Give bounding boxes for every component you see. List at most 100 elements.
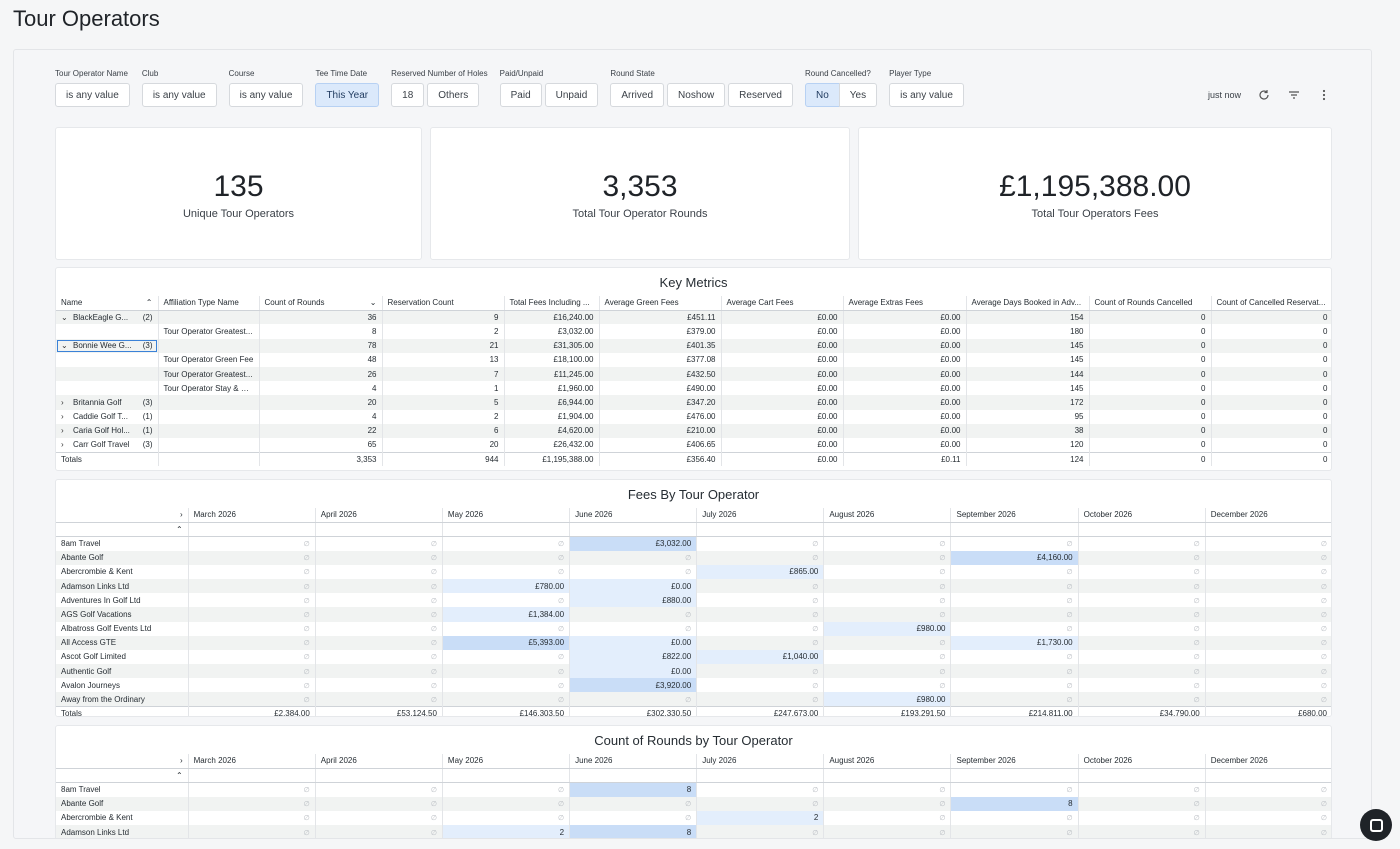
table-row[interactable]: Tour Operator Green Fee 48 13 £18,100.00 £37… [56,352,1331,367]
operator-name[interactable]: Avalon Journeys [56,678,189,693]
column-header-total-fees-including[interactable]: Total Fees Including ... [504,296,600,311]
filter-option-18[interactable]: 18 [391,83,425,107]
filter-option-is-any-value[interactable]: is any value [228,83,304,107]
name-cell[interactable] [56,366,159,382]
operator-name[interactable]: Abercrombie & Kent [56,564,189,579]
name-cell[interactable]: › Carr Golf Travel (3) [56,437,159,453]
chevron-right-icon[interactable]: › [61,426,64,436]
table-row[interactable]: Tour Operator Greatest... 8 2 £3,032.00 £379… [56,324,1331,339]
month-header-october-2026[interactable]: October 2026 [1078,508,1206,523]
column-header-affiliation-type-name[interactable]: Affiliation Type Name [158,296,260,311]
table-row[interactable]: Abercrombie & Kent ∅ ∅ ∅ ∅ 2 ∅ ∅ ∅ ∅ [56,810,1331,825]
table-row[interactable]: Abante Golf ∅ ∅ ∅ ∅ ∅ ∅ £4,160.00 ∅ ∅ [56,550,1331,565]
filter-option-paid[interactable]: Paid [499,83,542,107]
table-row[interactable]: › Britannia Golf (3) 20 5 £6,944.00 £347.20 £0.… [56,395,1331,410]
month-header-march-2026[interactable]: March 2026 [188,754,316,769]
filter-option-is-any-value[interactable]: is any value [141,83,217,107]
column-header-name[interactable]: Name ⌃ [56,296,159,311]
expand-cell[interactable]: › [56,754,189,769]
tile-total-rounds[interactable]: 3,353 Total Tour Operator Rounds [430,127,850,260]
chevron-down-icon[interactable]: ⌄ [61,313,68,323]
month-header-june-2026[interactable]: June 2026 [569,508,698,523]
table-row[interactable]: AGS Golf Vacations ∅ ∅ £1,384.00 ∅ ∅ ∅ ∅ ∅ ∅ [56,607,1331,622]
sort-asc-icon[interactable]: ⌃ [175,770,183,780]
name-cell[interactable] [56,381,159,396]
operator-name[interactable]: Albatross Golf Events Ltd [56,621,189,636]
table-row[interactable]: Avalon Journeys ∅ ∅ ∅ £3,920.00 ∅ ∅ ∅ ∅ ∅ [56,678,1331,693]
table-row[interactable]: Adamson Links Ltd ∅ ∅ 2 8 ∅ ∅ ∅ ∅ ∅ [56,824,1331,838]
table-row[interactable]: › Caria Golf Hol... (1) 22 6 £4,620.00 £210.00… [56,423,1331,438]
month-header-april-2026[interactable]: April 2026 [315,754,443,769]
table-row[interactable]: 8am Travel ∅ ∅ ∅ 8 ∅ ∅ ∅ ∅ ∅ [56,782,1331,797]
column-header-average-days-booked-in-adv[interactable]: Average Days Booked in Adv... [966,296,1090,311]
month-header-may-2026[interactable]: May 2026 [442,754,571,769]
column-header-count-of-rounds-cancelled[interactable]: Count of Rounds Cancelled [1089,296,1212,311]
sort-cell[interactable]: ⌃ [56,768,189,783]
table-row[interactable]: Adamson Links Ltd ∅ ∅ £780.00 £0.00 ∅ ∅ ∅ ∅ ∅ [56,578,1331,594]
operator-name[interactable]: Abante Golf [56,550,189,565]
table-row[interactable]: ⌄ Bonnie Wee G... (3) 78 21 £31,305.00 £401.35… [56,338,1331,353]
month-header-december-2026[interactable]: December 2026 [1205,508,1331,523]
operator-name[interactable]: Abante Golf [56,796,189,811]
chat-button[interactable] [1360,809,1392,841]
operator-name[interactable]: 8am Travel [56,782,189,797]
filter-option-is-any-value[interactable]: is any value [889,83,964,107]
table-row[interactable]: › Carr Golf Travel (3) 65 20 £26,432.00 £406.6… [56,437,1331,453]
month-header-december-2026[interactable]: December 2026 [1205,754,1331,769]
filter-icon[interactable] [1287,88,1301,102]
column-header-count-of-rounds[interactable]: Count of Rounds ⌄ [259,296,383,311]
table-row[interactable]: Albatross Golf Events Ltd ∅ ∅ ∅ ∅ ∅ £980.00 ∅ ∅ ∅ [56,621,1331,636]
table-row[interactable]: › Caddie Golf T... (1) 4 2 £1,904.00 £476.00 £0… [56,409,1331,424]
operator-name[interactable]: AGS Golf Vacations [56,607,189,622]
month-header-october-2026[interactable]: October 2026 [1078,754,1206,769]
month-header-august-2026[interactable]: August 2026 [823,754,952,769]
more-vert-icon[interactable] [1317,88,1331,102]
name-cell[interactable] [56,352,159,367]
chevron-right-icon[interactable]: › [179,510,183,520]
chevron-right-icon[interactable]: › [61,397,64,407]
table-row[interactable]: Adventures In Golf Ltd ∅ ∅ ∅ £880.00 ∅ ∅ ∅ ∅ ∅ [56,593,1331,608]
tile-total-fees[interactable]: £1,195,388.00 Total Tour Operators Fees [858,127,1332,260]
chevron-right-icon[interactable]: › [61,412,64,422]
column-header-average-extras-fees[interactable]: Average Extras Fees [843,296,967,311]
refresh-icon[interactable] [1257,88,1271,102]
operator-name[interactable]: Adamson Links Ltd [56,824,189,838]
name-cell[interactable]: ⌄ BlackEagle G... (2) [56,310,159,325]
month-header-september-2026[interactable]: September 2026 [950,508,1079,523]
table-row[interactable]: Tour Operator Stay & Pl... 4 1 £1,960.00 £49… [56,381,1331,396]
column-header-count-of-cancelled-reservat[interactable]: Count of Cancelled Reservat... [1211,296,1331,311]
column-header-average-cart-fees[interactable]: Average Cart Fees [721,296,844,311]
chevron-right-icon[interactable]: › [61,440,64,450]
operator-name[interactable]: 8am Travel [56,536,189,551]
name-cell[interactable]: › Caria Golf Hol... (1) [56,423,159,438]
filter-option-arrived[interactable]: Arrived [610,83,665,107]
filter-option-yes[interactable]: Yes [838,83,878,107]
table-row[interactable]: 8am Travel ∅ ∅ ∅ £3,032.00 ∅ ∅ ∅ ∅ ∅ [56,536,1331,551]
operator-name[interactable]: All Access GTE [56,635,189,650]
operator-name[interactable]: Abercrombie & Kent [56,810,189,825]
month-header-may-2026[interactable]: May 2026 [442,508,571,523]
filter-option-others[interactable]: Others [427,83,480,107]
filter-option-this-year[interactable]: This Year [315,83,380,107]
sort-cell[interactable]: ⌃ [56,522,189,537]
table-row[interactable]: Tour Operator Greatest... 26 7 £11,245.00 £4… [56,366,1331,382]
month-header-june-2026[interactable]: June 2026 [569,754,698,769]
table-row[interactable]: Ascot Golf Limited ∅ ∅ ∅ £822.00 £1,040.00 ∅ ∅ ∅… [56,649,1331,665]
filter-option-no[interactable]: No [804,83,840,107]
tile-unique-operators[interactable]: 135 Unique Tour Operators [55,127,422,260]
month-header-april-2026[interactable]: April 2026 [315,508,443,523]
column-header-reservation-count[interactable]: Reservation Count [382,296,505,311]
filter-option-is-any-value[interactable]: is any value [55,83,130,107]
chevron-down-icon[interactable]: ⌄ [61,341,68,351]
table-row[interactable]: All Access GTE ∅ ∅ £5,393.00 £0.00 ∅ ∅ £1,730.0… [56,635,1331,650]
table-row[interactable]: Abante Golf ∅ ∅ ∅ ∅ ∅ ∅ 8 ∅ ∅ [56,796,1331,811]
month-header-august-2026[interactable]: August 2026 [823,508,952,523]
month-header-september-2026[interactable]: September 2026 [950,754,1079,769]
table-row[interactable]: ⌄ BlackEagle G... (2) 36 9 £16,240.00 £451.11 £… [56,310,1331,325]
table-row[interactable]: Authentic Golf ∅ ∅ ∅ £0.00 ∅ ∅ ∅ ∅ ∅ [56,664,1331,679]
column-header-average-green-fees[interactable]: Average Green Fees [599,296,722,311]
month-header-july-2026[interactable]: July 2026 [696,508,825,523]
name-cell[interactable]: ⌄ Bonnie Wee G... (3) [56,338,159,353]
name-cell[interactable]: › Britannia Golf (3) [56,395,159,410]
filter-option-reserved[interactable]: Reserved [728,83,793,107]
